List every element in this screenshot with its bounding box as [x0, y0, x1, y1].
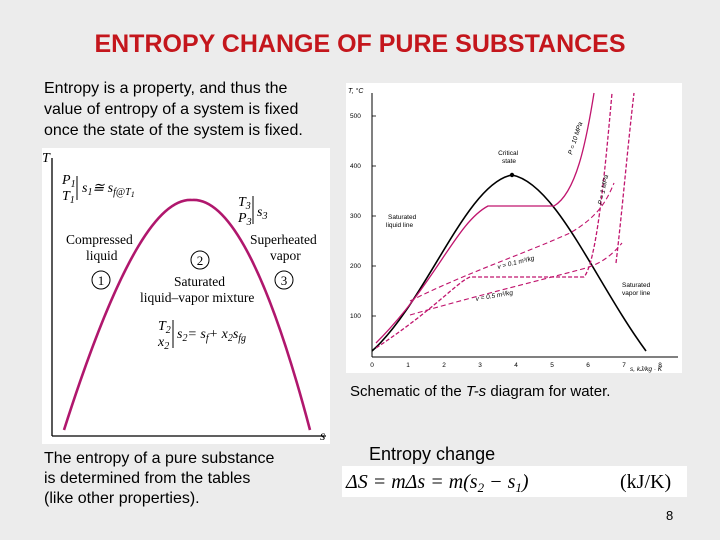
formula-units: (kJ/K)	[620, 471, 671, 493]
state-circle-2: 2	[190, 250, 210, 270]
x-tick-label: 3	[478, 362, 482, 369]
s-axis-label: s, kJ/kg · K	[630, 366, 663, 373]
x-tick-label: 1	[406, 362, 410, 369]
pressure-line-10mpa	[375, 92, 595, 344]
svg-text:P1: P1	[61, 173, 76, 190]
t-axis-label: T, °C	[348, 87, 364, 95]
superheated-vapor-label: Superheated vapor	[250, 232, 320, 263]
state-circle-1: 1	[91, 270, 111, 290]
state2-label: T2 x2 s2= sf+ x2sfg	[157, 319, 246, 352]
svg-text:3: 3	[281, 273, 288, 288]
pressure-line-low	[615, 92, 635, 264]
x-tick-label: 6	[586, 362, 590, 369]
entropy-change-formula: ΔS = mΔs = m(s2 − s1) (kJ/K)	[342, 466, 687, 497]
y-tick-label: 200	[350, 263, 361, 270]
saturated-mixture-label: Saturated liquid–vapor mixture	[140, 274, 254, 305]
x-tick-label: 2	[442, 362, 446, 369]
critical-state-label: Critical state	[498, 150, 520, 165]
state1-label: P1 T1 s1≅ sf@T1	[61, 173, 135, 206]
svg-text:s1≅ sf@T1: s1≅ sf@T1	[82, 181, 135, 199]
critical-point-marker	[509, 172, 515, 178]
svg-text:T1: T1	[62, 189, 75, 206]
figure-caption: Schematic of the T-s diagram for water.	[350, 383, 611, 400]
y-tick-labels: 500 400 300 200 100	[350, 113, 376, 320]
page-number: 8	[666, 508, 674, 523]
intro-text: Entropy is a property, and thus the valu…	[44, 80, 303, 139]
ts-diagram-water: T, °C s, kJ/kg · K 500 400 300 200 100 0 1 2 3 4…	[346, 83, 682, 373]
saturation-dome	[62, 198, 312, 431]
page-title: ENTROPY CHANGE OF PURE SUBSTANCES	[94, 30, 626, 58]
formula-equation: ΔS = mΔs = m(s2 − s1)	[345, 471, 529, 495]
svg-text:s2= sf+ x2sfg: s2= sf+ x2sfg	[177, 327, 246, 344]
svg-text:x2: x2	[157, 335, 169, 352]
pressure-10mpa-label: P = 10 MPa	[567, 121, 584, 156]
pressure-1mpa-label: P = 1 MPa	[597, 174, 610, 205]
svg-text:T2: T2	[158, 319, 171, 336]
y-tick-label: 500	[350, 113, 361, 120]
x-tick-label: 0	[370, 362, 374, 369]
x-tick-label: 8	[658, 362, 662, 369]
x-tick-label: 4	[514, 362, 518, 369]
x-tick-labels: 0 1 2 3 4 5 6 7 8	[370, 362, 662, 369]
t-axis-label: T	[42, 151, 51, 166]
volume-line-0-5	[409, 242, 623, 316]
state-circle-3: 3	[274, 270, 294, 290]
entropy-change-label: Entropy change	[369, 444, 496, 464]
svg-text:2: 2	[197, 253, 204, 268]
y-tick-label: 300	[350, 213, 361, 220]
volume-line-0-1	[409, 182, 615, 302]
saturated-liquid-line-label: Saturated liquid line	[386, 214, 418, 229]
tables-note: The entropy of a pure substance is deter…	[44, 450, 275, 507]
svg-text:1: 1	[98, 273, 105, 288]
svg-text:P3: P3	[237, 211, 252, 228]
svg-text:s3: s3	[257, 205, 267, 222]
compressed-liquid-label: Compressed liquid	[66, 232, 136, 263]
volume-0-1-label: v = 0.1 m³/kg	[497, 255, 536, 271]
state3-label: T3 P3 s3	[237, 195, 267, 228]
s-axis-label: s	[320, 429, 326, 444]
y-tick-label: 100	[350, 313, 361, 320]
x-tick-label: 5	[550, 362, 554, 369]
ts-diagram-schematic: T s P1 T1 s1≅ sf@T1 Compressed liquid Su…	[42, 148, 330, 444]
volume-0-5-label: v = 0.5 m³/kg	[475, 289, 514, 303]
y-tick-label: 400	[350, 163, 361, 170]
svg-text:T3: T3	[238, 195, 251, 212]
saturated-vapor-line-label: Saturated vapor line	[622, 282, 652, 297]
x-tick-label: 7	[622, 362, 626, 369]
